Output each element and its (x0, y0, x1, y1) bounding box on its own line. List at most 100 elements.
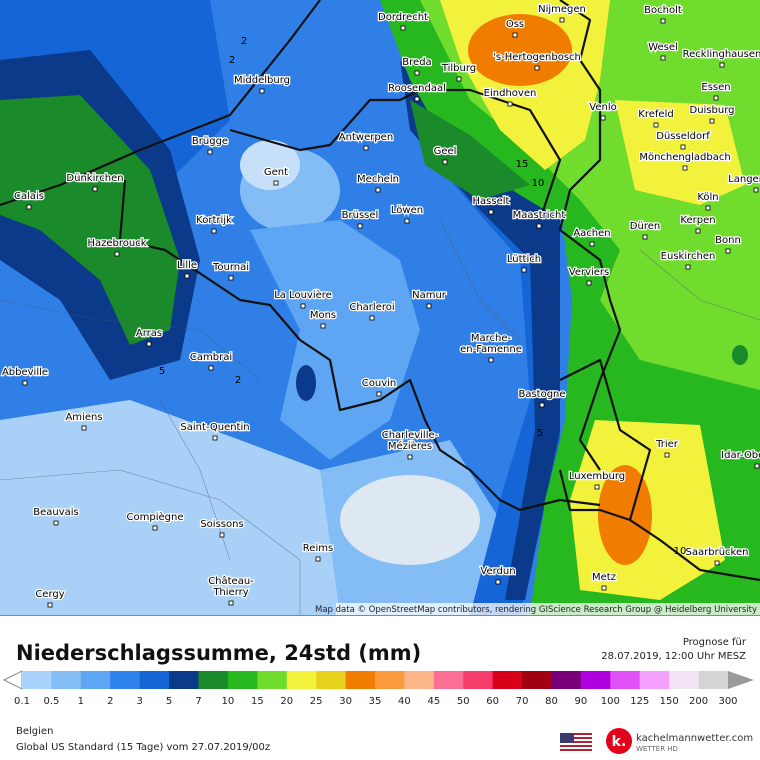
brand-sub: WETTER HD (636, 745, 678, 753)
city-label: Essen (701, 82, 730, 93)
legend-swatch (139, 671, 170, 689)
city-dot (404, 218, 410, 224)
city-dot (685, 264, 691, 270)
city-dot (705, 205, 711, 211)
city-dot (92, 186, 98, 192)
city-label: Euskirchen (661, 251, 716, 262)
city-label: Tournai (212, 262, 249, 273)
contour-label: 2 (235, 375, 241, 386)
city-dot (507, 101, 513, 107)
legend-label: 15 (251, 696, 264, 707)
city-label: 's-Hertogenbosch (493, 52, 581, 63)
city-label: Oss (506, 19, 524, 30)
legend-label: 7 (195, 696, 201, 707)
city-label: Mons (310, 310, 336, 321)
city-label: Cergy (35, 589, 64, 600)
city-label: Marche- (471, 333, 512, 344)
city-label: Middelburg (234, 75, 290, 86)
legend-swatch (463, 671, 494, 689)
city-dot (375, 187, 381, 193)
legend-swatch (610, 671, 641, 689)
city-label: en-Famenne (460, 344, 522, 355)
city-dot (26, 204, 32, 210)
legend-swatch (257, 671, 288, 689)
legend-swatch (227, 671, 258, 689)
city-label: Gent (264, 167, 288, 178)
legend-swatch (698, 671, 729, 689)
city-label: Bocholt (644, 5, 682, 16)
city-label: Breda (402, 57, 431, 68)
attribution: Map data © OpenStreetMap contributors, r… (315, 605, 757, 615)
contour-label: 10 (674, 546, 687, 557)
city-label: Düren (630, 221, 660, 232)
city-dot (754, 463, 760, 469)
logo (606, 728, 632, 754)
city-dot (753, 187, 759, 193)
legend-label: 0.5 (43, 696, 59, 707)
city-label: Cambrai (190, 352, 232, 363)
legend-swatch (51, 671, 82, 689)
city-label: Krefeld (638, 109, 673, 120)
legend-swatch (345, 671, 376, 689)
city-label: Saint-Quentin (180, 422, 249, 433)
legend-swatch (198, 671, 229, 689)
city-dot (357, 223, 363, 229)
city-dot (219, 532, 225, 538)
city-dot (719, 62, 725, 68)
city-label: Nijmegen (538, 4, 586, 15)
city-dot (456, 76, 462, 82)
city-label: Namur (412, 290, 447, 301)
city-dot (600, 115, 606, 121)
legend-swatch (286, 671, 317, 689)
city-label: Hasselt (473, 196, 510, 207)
city-dot (22, 380, 28, 386)
city-dot (211, 228, 217, 234)
city-label: Verviers (569, 267, 610, 278)
logo-letter: k. (612, 734, 627, 750)
city-dot (512, 32, 518, 38)
city-label: Lille (177, 260, 197, 271)
city-label: Recklinghausen (683, 49, 760, 60)
city-dot (642, 234, 648, 240)
legend-label: 100 (601, 696, 620, 707)
city-label: Langenfeld (728, 174, 760, 185)
map: Dordrecht Oss Nijmegen Bocholt 's-Hertogenbo… (0, 0, 760, 615)
legend-swatch (492, 671, 523, 689)
city-label: Mézières (388, 440, 432, 452)
city-label: Venlo (589, 102, 616, 113)
city-dot (714, 560, 720, 566)
city-dot (414, 70, 420, 76)
city-dot (363, 145, 369, 151)
model: Global US Standard (15 Tage) vom 27.07.2… (16, 742, 270, 753)
city-label: Mecheln (357, 174, 399, 185)
city-dot (559, 17, 565, 23)
city-label: Compiègne (127, 511, 184, 523)
city-dot (376, 391, 382, 397)
legend-label: 200 (689, 696, 708, 707)
city-dot (407, 454, 413, 460)
city-dot (400, 25, 406, 31)
city-dot (207, 149, 213, 155)
city-label: Tilburg (441, 63, 476, 74)
city-dot (495, 579, 501, 585)
title: Niederschlagssumme, 24std (mm) (16, 641, 421, 665)
city-label: Brügge (192, 136, 228, 147)
city-label: Bonn (715, 235, 741, 246)
city-dot (146, 341, 152, 347)
city-dot (586, 280, 592, 286)
contour-label: 2 (241, 36, 247, 47)
legend-label: 20 (280, 696, 293, 707)
city-dot (114, 251, 120, 257)
city-dot (228, 275, 234, 281)
city-dot (521, 267, 527, 273)
flag-icon (560, 733, 592, 751)
legend-swatch (80, 671, 111, 689)
city-dot (488, 209, 494, 215)
city-label: Beauvais (33, 507, 79, 518)
city-label: Kerpen (680, 215, 715, 226)
forecast-time: 28.07.2019, 12:00 Uhr MESZ (601, 651, 746, 662)
legend-label: 0.1 (14, 696, 30, 707)
city-dot (695, 228, 701, 234)
legend-label: 5 (166, 696, 172, 707)
legend-label: 80 (545, 696, 558, 707)
